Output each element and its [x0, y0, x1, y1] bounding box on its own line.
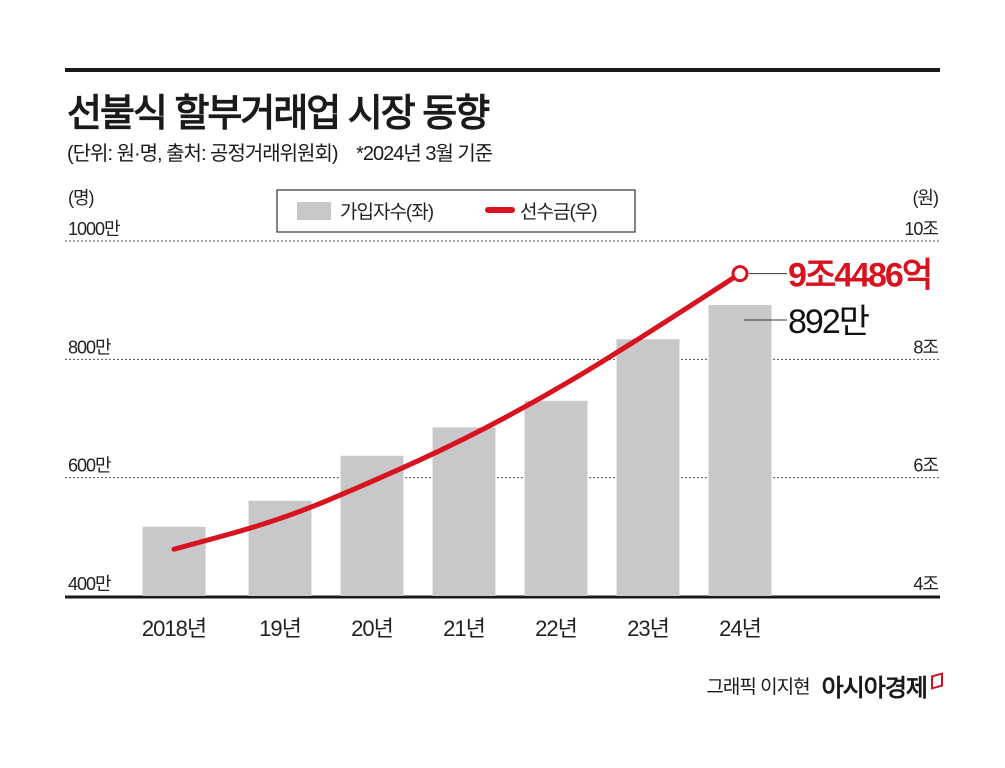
- bar: [432, 427, 496, 596]
- legend: 가입자수(좌) 선수금(우): [276, 189, 636, 233]
- right-tick-label: 4조: [913, 574, 938, 594]
- bar: [708, 304, 772, 596]
- top-rule: [65, 68, 940, 72]
- footer: 그래픽 이지현 아시아경제: [706, 668, 943, 703]
- left-axis-label: (명): [68, 188, 94, 208]
- x-tick-label: 23년: [627, 616, 669, 641]
- x-tick-label: 21년: [443, 616, 485, 641]
- legend-line-label: 선수금(우): [520, 201, 597, 223]
- x-tick-label: 22년: [535, 616, 577, 641]
- x-tick-label: 19년: [259, 616, 301, 641]
- bar: [248, 500, 312, 596]
- bar: [142, 526, 206, 596]
- right-tick-label: 10조: [904, 219, 938, 239]
- graphic-credit: 그래픽 이지현: [706, 677, 810, 698]
- right-axis-label: (원): [912, 188, 938, 208]
- bar: [524, 400, 588, 596]
- legend-bar-swatch: [297, 202, 331, 220]
- left-tick-label: 800만: [68, 337, 111, 357]
- bar: [616, 339, 680, 596]
- line-point-last: [731, 265, 749, 283]
- right-tick-label: 6조: [913, 456, 938, 476]
- left-tick-label: 600만: [68, 456, 111, 476]
- bar-annotation: 892만: [788, 303, 870, 341]
- base-date-note: *2024년 3월 기준: [356, 143, 493, 165]
- line-annotation: 9조4486억: [788, 257, 931, 295]
- unit-source: (단위: 원·명, 출처: 공정거래위원회): [67, 143, 339, 165]
- legend-box: [276, 189, 636, 233]
- legend-bar-label: 가입자수(좌): [340, 201, 434, 223]
- publisher-logo: 아시아경제: [821, 675, 928, 702]
- line-series: [171, 271, 743, 552]
- left-tick-label: 1000만: [68, 219, 120, 239]
- x-tick-label: 2018년: [142, 616, 206, 641]
- chart-title: 선불식 할부거래업 시장 동향: [67, 93, 490, 135]
- left-tick-label: 400만: [68, 574, 111, 594]
- logo-mark-icon: [931, 671, 943, 690]
- right-tick-label: 8조: [913, 337, 938, 357]
- bar: [340, 455, 404, 596]
- x-tick-label: 24년: [719, 616, 761, 641]
- x-tick-label: 20년: [351, 616, 393, 641]
- chart-subtitle: (단위: 원·명, 출처: 공정거래위원회) *2024년 3월 기준: [67, 137, 506, 166]
